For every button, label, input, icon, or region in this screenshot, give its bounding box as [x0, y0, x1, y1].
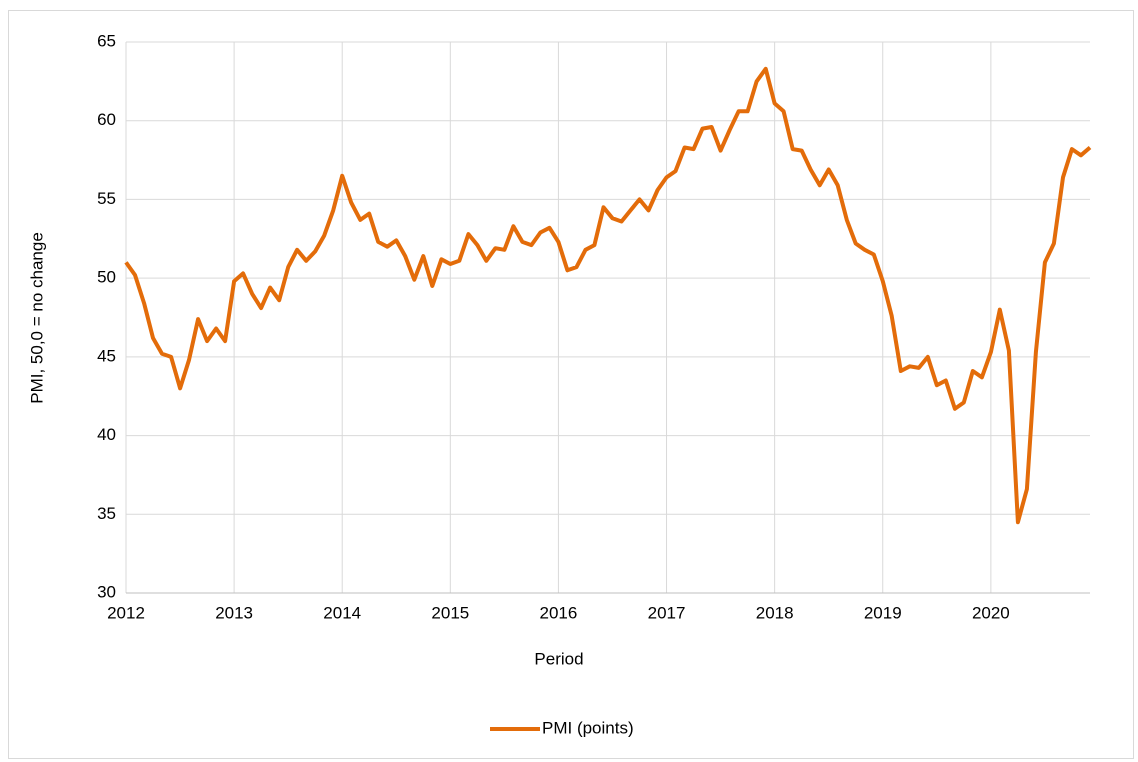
- y-tick-label: 55: [97, 189, 116, 208]
- x-tick-label: 2012: [107, 603, 145, 622]
- x-tick-label: 2013: [215, 603, 253, 622]
- y-tick-label: 35: [97, 504, 116, 523]
- data-line: [124, 66, 1092, 525]
- y-tick-label: 45: [97, 346, 116, 365]
- x-tick-label: 2018: [756, 603, 794, 622]
- x-tick-label: 2014: [323, 603, 361, 622]
- y-tick-label: 65: [97, 31, 116, 50]
- x-tick-label: 2020: [972, 603, 1010, 622]
- y-axis-label: PMI, 50,0 = no change: [27, 232, 46, 404]
- x-tick-label: 2016: [540, 603, 578, 622]
- legend-label: PMI (points): [542, 718, 634, 737]
- x-tick-label: 2017: [648, 603, 686, 622]
- y-tick-label: 60: [97, 110, 116, 129]
- y-tick-label: 40: [97, 425, 116, 444]
- x-tick-label: 2015: [431, 603, 469, 622]
- x-tick-label: 2019: [864, 603, 902, 622]
- x-axis-label: Period: [534, 649, 583, 668]
- y-tick-label: 50: [97, 268, 116, 287]
- y-tick-label: 30: [97, 582, 116, 601]
